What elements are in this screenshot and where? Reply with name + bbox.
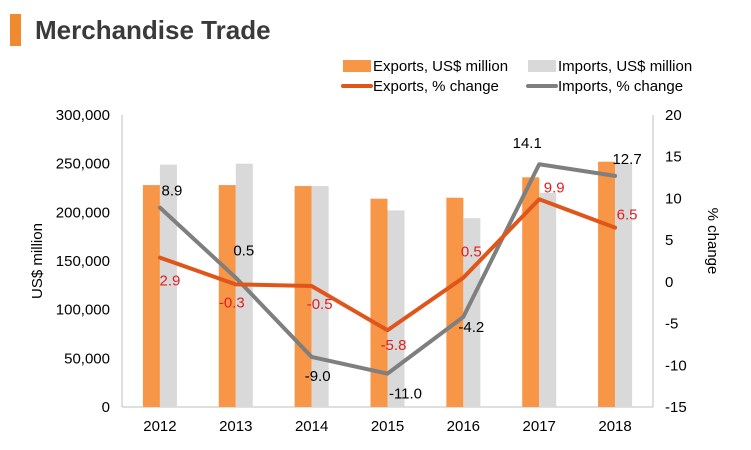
right-tick-label: -5 — [665, 316, 678, 333]
left-tick-label: 200,000 — [56, 204, 110, 221]
left-tick-label: 100,000 — [56, 302, 110, 319]
exports-bar — [218, 185, 236, 407]
right-tick-label: 0 — [665, 274, 673, 291]
exports-data-label: 6.5 — [617, 207, 638, 224]
exports-data-label: -5.8 — [381, 337, 407, 354]
imports-data-label: 8.9 — [161, 183, 182, 200]
imports-bar — [159, 164, 177, 407]
imports-data-label: -11.0 — [389, 386, 422, 403]
imports-bar — [539, 192, 557, 407]
imports-data-label: 14.1 — [513, 135, 542, 152]
exports-data-label: 2.9 — [159, 273, 180, 290]
imports-bar — [615, 163, 633, 407]
imports-data-label: -4.2 — [458, 319, 484, 336]
legend-exports-bar-swatch — [343, 60, 371, 72]
left-tick-label: 0 — [102, 399, 110, 416]
x-tick-label: 2017 — [523, 418, 556, 435]
left-axis-title: US$ million — [29, 223, 46, 299]
exports-bar — [370, 198, 388, 407]
x-tick-label: 2018 — [598, 418, 631, 435]
imports-change-line — [157, 162, 618, 376]
title-accent-bar — [10, 14, 21, 46]
legend-imports-bar-swatch — [528, 60, 556, 72]
exports-bar — [446, 197, 464, 407]
left-tick-label: 50,000 — [64, 350, 110, 367]
exports-data-label: -0.5 — [307, 296, 333, 313]
exports-bar — [522, 177, 540, 407]
left-tick-label: 250,000 — [56, 156, 110, 173]
x-tick-label: 2016 — [447, 418, 480, 435]
chart-title: Merchandise Trade — [35, 14, 271, 45]
legend-exports-bar-label: Exports, US$ million — [373, 58, 508, 75]
right-tick-label: 20 — [665, 107, 682, 124]
legend-imports-bar-label: Imports, US$ million — [558, 58, 692, 75]
imports-data-label: 0.5 — [233, 243, 254, 260]
right-tick-label: 15 — [665, 149, 682, 166]
exports-data-label: 0.5 — [461, 244, 482, 261]
x-tick-label: 2015 — [371, 418, 404, 435]
exports-change-line — [157, 197, 618, 333]
exports-data-label: 9.9 — [544, 179, 565, 196]
imports-data-label: -9.0 — [305, 368, 331, 385]
title-bar: Merchandise Trade — [10, 10, 271, 50]
exports-bar — [142, 185, 160, 407]
imports-bar — [387, 210, 405, 407]
exports-bar — [598, 161, 616, 407]
right-axis-title: % change — [704, 208, 721, 275]
left-tick-label: 150,000 — [56, 253, 110, 270]
legend-exports-line-label: Exports, % change — [373, 78, 499, 95]
legend-imports-line-label: Imports, % change — [558, 78, 683, 95]
right-tick-label: 10 — [665, 190, 682, 207]
right-tick-label: -10 — [665, 357, 687, 374]
x-tick-label: 2012 — [143, 418, 176, 435]
imports-bar — [311, 186, 329, 407]
x-tick-label: 2013 — [219, 418, 252, 435]
x-tick-label: 2014 — [295, 418, 328, 435]
right-tick-label: 5 — [665, 232, 673, 249]
left-tick-label: 300,000 — [56, 107, 110, 124]
exports-data-label: -0.3 — [219, 294, 245, 311]
imports-data-label: 12.7 — [612, 151, 641, 168]
right-tick-label: -15 — [665, 399, 687, 416]
